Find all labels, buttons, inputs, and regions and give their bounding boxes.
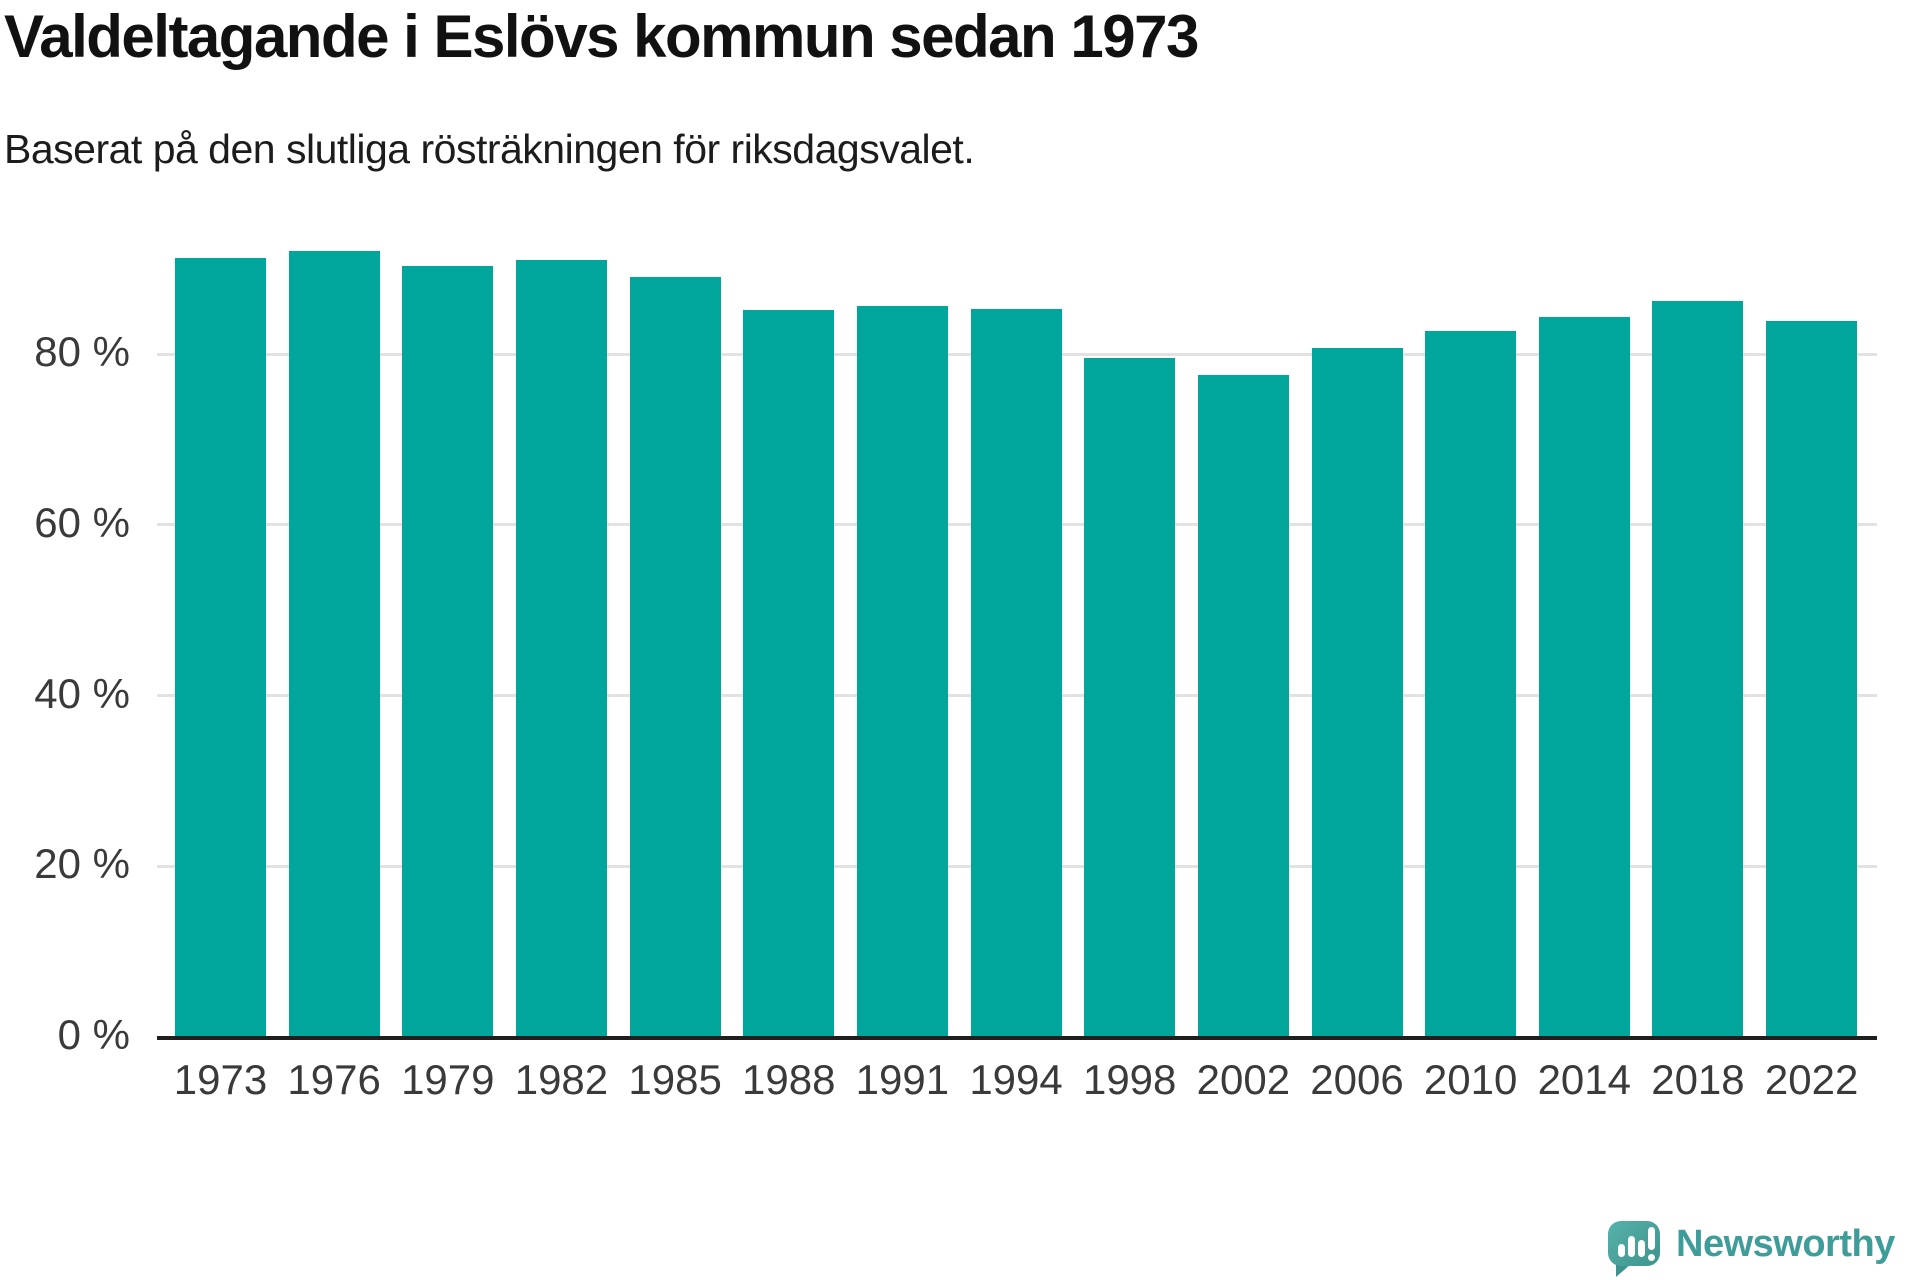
logo-exclamation-stem (1648, 1227, 1655, 1250)
xtick-label-1979: 1979 (401, 1056, 495, 1103)
ytick-label-60: 60 % (34, 499, 130, 547)
bar-1976 (288, 251, 380, 1037)
bar-1973 (175, 257, 266, 1037)
logo-mini-bar-medium (1638, 1240, 1645, 1257)
xtick-label-1994: 1994 (969, 1056, 1063, 1103)
xtick-label-1991: 1991 (855, 1056, 950, 1103)
bar-1988 (743, 309, 835, 1037)
xtick-label-2014: 2014 (1537, 1056, 1632, 1103)
xtick-label-2018: 2018 (1651, 1056, 1745, 1103)
bar-1994 (970, 309, 1062, 1037)
newsworthy-logo-text: Newsworthy (1676, 1223, 1895, 1265)
bar-2010 (1425, 331, 1517, 1037)
xtick-label-2010: 2010 (1423, 1056, 1518, 1103)
bar-1991 (856, 306, 948, 1037)
logo-mini-bar-short (1618, 1244, 1625, 1257)
bar-2002 (1197, 374, 1289, 1037)
xtick-label-2006: 2006 (1310, 1056, 1404, 1103)
ytick-label-80: 80 % (34, 328, 130, 376)
xtick-label-1988: 1988 (742, 1056, 836, 1103)
ytick-label-40: 40 % (34, 669, 130, 717)
xtick-label-1973: 1973 (173, 1056, 268, 1103)
ytick-label-0: 0 % (57, 1011, 130, 1059)
bar-1998 (1084, 357, 1176, 1037)
bar-2014 (1538, 316, 1630, 1037)
xtick-label-2002: 2002 (1196, 1056, 1291, 1103)
chart-title: Valdeltagande i Eslövs kommun sedan 1973 (4, 3, 1199, 70)
bar-2006 (1311, 348, 1403, 1037)
xtick-label-1982: 1982 (514, 1056, 609, 1103)
xtick-label-1985: 1985 (628, 1056, 722, 1103)
bar-2022 (1766, 320, 1858, 1037)
logo-exclamation-dot (1648, 1254, 1655, 1261)
bar-1979 (402, 266, 494, 1037)
ytick-label-20: 20 % (34, 840, 130, 888)
bar-1982 (515, 259, 607, 1037)
chart-subtitle: Baserat på den slutliga rösträkningen fö… (4, 126, 975, 172)
newsworthy-logo-icon (1608, 1221, 1660, 1266)
logo-mini-bar-tall (1628, 1236, 1635, 1257)
bar-2018 (1652, 300, 1744, 1037)
xtick-label-1998: 1998 (1082, 1056, 1177, 1103)
xtick-label-1976: 1976 (287, 1056, 381, 1103)
xtick-label-2022: 2022 (1764, 1056, 1859, 1103)
bar-1985 (629, 277, 721, 1037)
x-axis-line (157, 1036, 1877, 1040)
